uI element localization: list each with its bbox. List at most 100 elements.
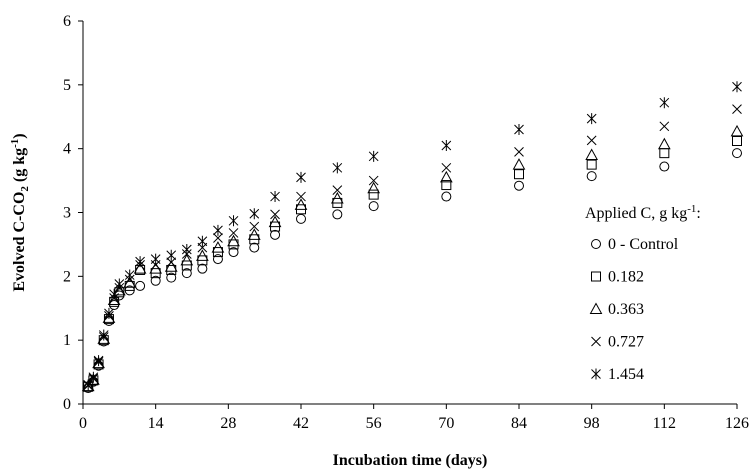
x-tick-label: 84 (511, 415, 527, 432)
x-axis-title-text: Incubation time (days) (333, 452, 488, 469)
data-point (114, 278, 125, 290)
data-point (732, 81, 742, 93)
data-point (296, 171, 306, 183)
y-tick-label: 0 (63, 396, 71, 413)
data-point (135, 256, 145, 268)
data-point (514, 180, 524, 191)
data-point (181, 260, 192, 271)
data-point (180, 253, 194, 266)
data-point (150, 275, 161, 286)
data-point (367, 181, 381, 194)
data-point (330, 191, 344, 204)
data-point (247, 228, 261, 240)
data-point (439, 170, 453, 183)
x-axis-title: Incubation time (days) (333, 452, 488, 469)
y-axis-title: Evolved C-CO2 (g kg-1) (9, 133, 31, 291)
data-point (109, 300, 120, 311)
legend-marker (591, 271, 601, 282)
y-tick-label: 3 (63, 205, 71, 222)
legend-label: 0.182 (608, 269, 644, 286)
legend-title-colon: : (696, 205, 700, 222)
legend-title-superscript: -1 (687, 203, 696, 215)
data-point (512, 158, 526, 170)
data-point (197, 235, 208, 247)
data-point (514, 124, 524, 136)
data-point (732, 104, 742, 114)
x-tick-label: 14 (148, 415, 164, 432)
legend-title: Applied C, g kg-1: (585, 203, 701, 222)
legend-label: 0.727 (608, 334, 644, 351)
data-point (441, 191, 452, 202)
legend-label: 1.454 (608, 366, 644, 383)
data-point (294, 198, 308, 210)
y-tick-label: 4 (63, 141, 71, 158)
data-point (332, 162, 343, 174)
data-point (659, 97, 670, 109)
data-point (732, 136, 742, 147)
data-point (586, 159, 597, 170)
y-axis-title-main: Evolved C-CO (11, 192, 28, 292)
legend-label: 0 - Control (608, 236, 679, 253)
legend-marker (591, 239, 601, 249)
data-point (249, 208, 260, 220)
data-point (249, 221, 260, 232)
data-point (586, 135, 597, 146)
data-point (514, 147, 524, 157)
y-axis-title-subscript: 2 (19, 186, 31, 192)
y-tick-label: 5 (63, 77, 71, 94)
data-point (586, 113, 597, 125)
data-point (730, 124, 744, 137)
data-point (659, 161, 670, 172)
x-tick-label: 42 (293, 415, 309, 432)
data-point (270, 229, 281, 240)
legend: Applied C, g kg-1: 0 - Control 0.182 0.363… (585, 203, 701, 383)
data-point (514, 169, 524, 180)
data-point (659, 148, 670, 159)
data-point (441, 139, 452, 151)
data-point (93, 355, 104, 367)
data-point (107, 293, 121, 305)
data-point (197, 263, 208, 274)
data-point (585, 148, 599, 161)
data-point (441, 162, 452, 173)
data-point (268, 215, 282, 228)
data-point (732, 148, 742, 159)
x-tick-label: 28 (220, 415, 236, 432)
data-points (81, 81, 744, 394)
series-2 (81, 124, 744, 392)
data-point (211, 241, 225, 253)
legend-marker (589, 302, 603, 314)
legend-label: 0.363 (608, 301, 644, 318)
data-point (135, 280, 146, 291)
data-point (181, 268, 192, 279)
data-point (81, 379, 95, 392)
data-point (441, 180, 452, 191)
legend-marker (591, 368, 601, 380)
data-point (368, 201, 379, 212)
y-axis-title-unit: (g kg (11, 148, 28, 186)
data-point (213, 224, 223, 236)
x-tick-label: 56 (366, 415, 382, 432)
data-point (227, 234, 240, 247)
data-point (270, 191, 280, 203)
data-point (166, 257, 177, 268)
data-point (228, 228, 239, 238)
y-tick-label: 1 (63, 332, 71, 349)
data-point (249, 242, 260, 253)
data-point (164, 260, 178, 272)
series-4 (83, 81, 742, 391)
data-point (212, 254, 223, 265)
data-point (196, 249, 209, 261)
y-tick-label: 6 (63, 13, 71, 30)
x-tick-label: 112 (653, 415, 676, 432)
x-tick-label: 98 (584, 415, 600, 432)
data-point (368, 150, 379, 162)
x-tick-label: 70 (438, 415, 454, 432)
x-tick-label: 126 (725, 415, 749, 432)
y-axis-title-superscript: -1 (9, 139, 21, 148)
data-point (270, 209, 280, 220)
data-point (296, 191, 306, 202)
data-point (368, 189, 379, 200)
